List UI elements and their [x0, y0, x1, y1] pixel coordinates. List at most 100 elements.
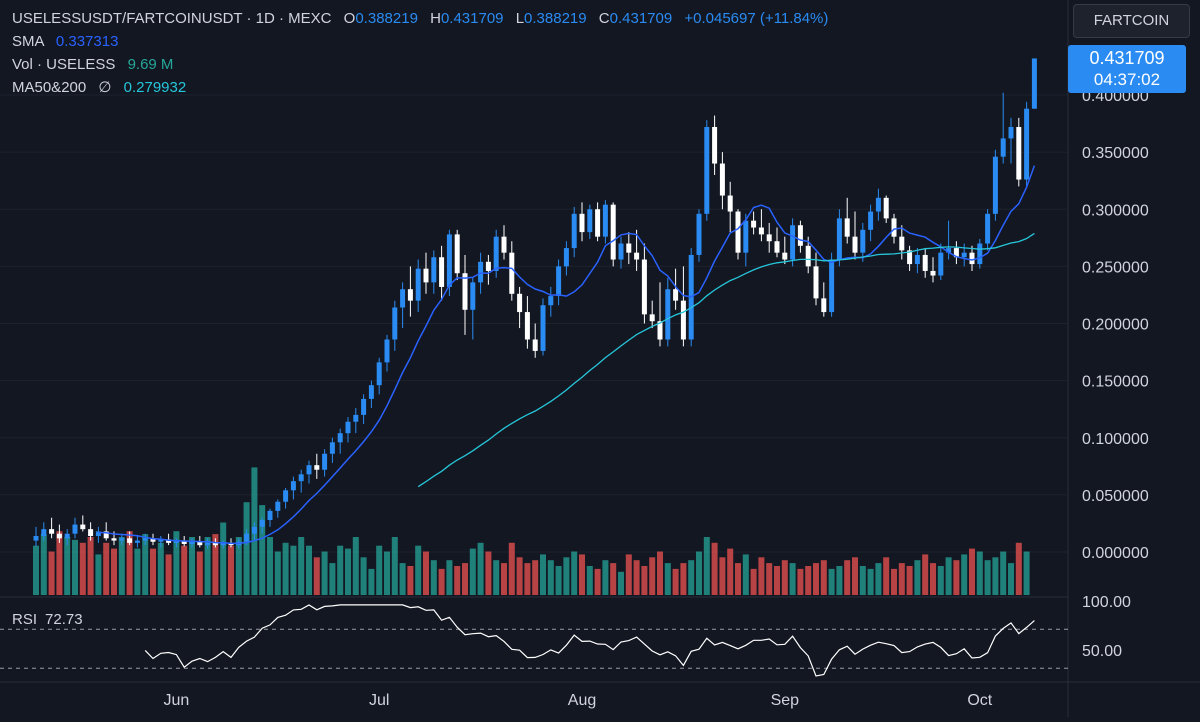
candle-body — [641, 259, 647, 315]
candle-body — [813, 266, 819, 299]
candle-body — [446, 234, 452, 287]
candle-body — [150, 538, 156, 542]
candle-body — [88, 529, 94, 537]
candle-body — [649, 314, 655, 322]
volume-bar — [462, 563, 468, 595]
hidden-eye-icon[interactable]: ∅ — [98, 79, 112, 96]
candle-body — [439, 257, 445, 287]
volume-bar — [1000, 551, 1007, 595]
candle-body — [1000, 138, 1006, 157]
candle-body — [953, 248, 959, 258]
candle-body — [766, 234, 772, 242]
candle-body — [673, 289, 679, 301]
volume-bar — [891, 568, 897, 595]
volume-bar — [641, 566, 648, 595]
candle-body — [454, 234, 460, 274]
volume-bar — [1015, 542, 1022, 595]
candle-body — [829, 259, 835, 313]
candle-body — [844, 218, 850, 237]
candle-body — [72, 524, 78, 534]
candle-body — [485, 261, 491, 271]
volume-bar — [313, 557, 320, 595]
volume-bar — [72, 539, 78, 595]
candle-body — [969, 252, 975, 265]
candle-body — [618, 243, 624, 260]
candle-body — [314, 465, 320, 470]
candle-body — [805, 245, 811, 267]
candle-body — [704, 126, 710, 214]
volume-bar — [189, 537, 195, 595]
candle-body — [992, 156, 998, 214]
volume-bar — [79, 542, 86, 595]
high-value: 0.431709 — [440, 10, 504, 27]
volume-bar — [142, 534, 149, 595]
volume-bar — [914, 560, 921, 595]
legend-volume[interactable]: Vol · USELESS 9.69 M — [12, 56, 173, 74]
candle-body — [1008, 126, 1014, 139]
candle-body — [244, 533, 250, 542]
volume-bar — [828, 568, 835, 595]
volume-bar — [703, 537, 710, 595]
rsi-line — [144, 604, 1035, 677]
volume-bar — [875, 563, 882, 595]
candle-body — [41, 529, 47, 537]
candle-body — [509, 252, 515, 294]
candle-body — [415, 268, 421, 301]
volume-bar — [625, 554, 632, 595]
candle-body — [56, 533, 62, 539]
volume-bar — [423, 551, 429, 595]
price-tick-label: 0.150000 — [1082, 374, 1149, 391]
rsi-legend[interactable]: RSI 72.73 — [12, 611, 83, 628]
volume-bar — [290, 545, 297, 595]
volume-bar — [867, 568, 874, 595]
candle-body — [743, 220, 749, 253]
candle-body — [33, 536, 39, 541]
candle-body — [719, 163, 725, 196]
volume-bar — [40, 534, 47, 595]
volume-bar — [852, 557, 858, 595]
candle-body — [478, 261, 484, 283]
volume-bar — [87, 537, 94, 595]
rsi-value: 72.73 — [45, 611, 83, 628]
volume-bar — [376, 545, 383, 595]
candle-body — [470, 282, 476, 310]
volume-bar — [961, 554, 968, 595]
candle-body — [665, 289, 671, 340]
volume-bar — [579, 554, 585, 595]
candle-body — [220, 542, 226, 546]
volume-bar — [844, 560, 851, 595]
volume-bar — [56, 531, 63, 595]
volume-bar — [742, 554, 749, 595]
volume-bar — [618, 571, 624, 595]
candle-body — [977, 243, 983, 265]
candle-body — [735, 211, 741, 253]
volume-bar — [165, 554, 172, 595]
legend-sma[interactable]: SMA 0.337313 — [12, 33, 118, 51]
candle-body — [197, 541, 203, 546]
candle-body — [852, 236, 858, 253]
candle-body — [961, 252, 967, 258]
legend-ma[interactable]: MA50&200 ∅ 0.279932 — [12, 79, 186, 97]
candle-body — [384, 339, 390, 363]
volume-bar — [352, 537, 359, 595]
volume-bar — [173, 531, 180, 595]
price-tick-label: 0.200000 — [1082, 317, 1149, 334]
candle-body — [111, 538, 117, 541]
candle-body — [985, 213, 991, 244]
volume-bar — [1023, 551, 1030, 595]
candle-body — [251, 526, 257, 534]
candle-body — [524, 312, 530, 340]
volume-bar — [992, 557, 999, 595]
candle-body — [899, 236, 905, 251]
candle-body — [103, 531, 109, 539]
volume-bar — [33, 545, 39, 595]
rsi-tick-label: 50.00 — [1082, 643, 1122, 660]
rsi-tick-label: 100.00 — [1082, 594, 1131, 611]
volume-bar — [859, 566, 866, 595]
symbol-button[interactable]: FARTCOIN — [1073, 4, 1190, 38]
volume-bar — [610, 563, 617, 595]
last-price-value: 0.431709 — [1089, 48, 1165, 68]
candle-body — [400, 289, 406, 308]
